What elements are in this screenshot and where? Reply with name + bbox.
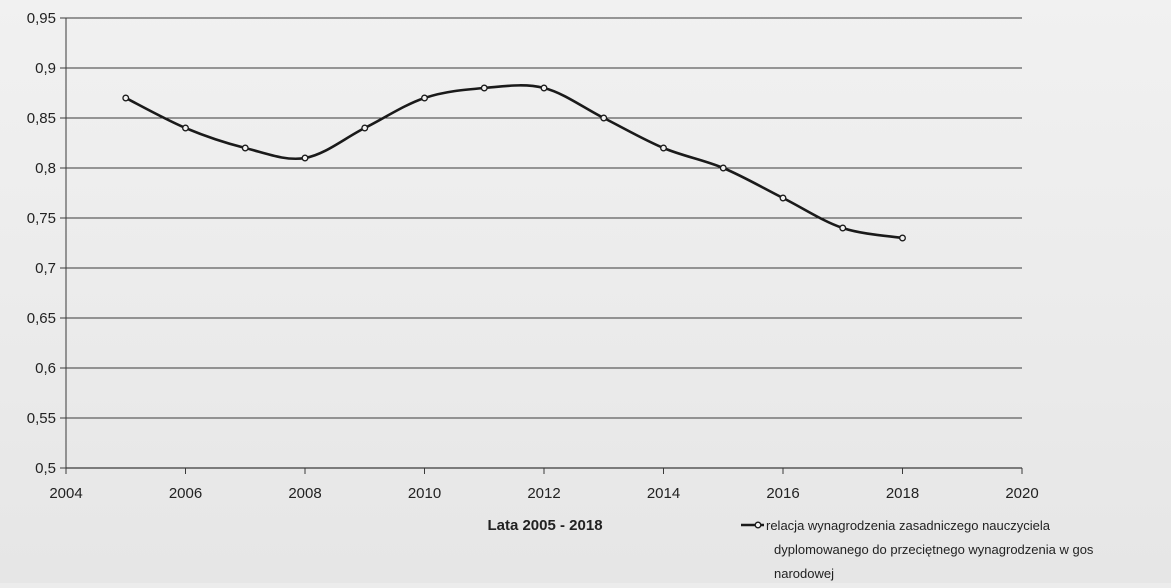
data-point — [719, 164, 727, 172]
series-layer — [122, 84, 906, 242]
data-point — [421, 94, 428, 102]
x-tick-labels: 2004 2006 2008 2010 2012 2014 2016 2018 2020 — [49, 485, 1038, 502]
x-tick-label: 2018 — [886, 485, 919, 502]
data-point — [899, 234, 906, 242]
legend-label-line-1: relacja wynagrodzenia zasadniczego naucz… — [766, 518, 1051, 533]
data-point — [361, 124, 369, 132]
x-tick-label: 2010 — [408, 485, 441, 502]
y-tick-label: 0,85 — [27, 110, 56, 127]
data-point — [660, 144, 667, 152]
legend-marker-swatch — [754, 521, 762, 529]
y-tick-label: 0,8 — [35, 160, 56, 177]
x-tick-label: 2012 — [527, 485, 560, 502]
y-tick-label: 0,75 — [27, 210, 56, 227]
y-tick-label: 0,9 — [35, 60, 56, 77]
legend-label-line-3: narodowej — [774, 566, 834, 581]
y-tick-label: 0,7 — [35, 260, 56, 277]
data-point — [600, 114, 608, 122]
data-point — [241, 144, 249, 152]
x-tick-label: 2006 — [169, 485, 202, 502]
legend: relacja wynagrodzenia zasadniczego naucz… — [741, 518, 1094, 581]
y-tick-labels: 0,5 0,55 0,6 0,65 0,7 0,75 0,8 0,85 0,9 0,95 — [27, 10, 56, 477]
x-axis-label: Lata 2005 - 2018 — [487, 517, 602, 534]
data-point — [779, 194, 787, 202]
x-tick-label: 2008 — [288, 485, 321, 502]
x-tick-label: 2016 — [766, 485, 799, 502]
series-line — [124, 84, 904, 240]
data-point — [480, 84, 488, 92]
legend-label-line-2: dyplomowanego do przeciętnego wynagrodze… — [774, 542, 1094, 557]
data-point — [122, 94, 130, 102]
data-point — [182, 124, 189, 132]
y-tick-label: 0,65 — [27, 310, 56, 327]
gridlines — [66, 17, 1022, 419]
y-tick-label: 0,6 — [35, 360, 56, 377]
axes — [60, 17, 1023, 474]
data-point — [301, 154, 309, 162]
data-point — [839, 224, 847, 232]
x-tick-label: 2020 — [1005, 485, 1038, 502]
y-tick-label: 0,55 — [27, 410, 56, 427]
data-point — [540, 84, 548, 92]
x-tick-label: 2014 — [647, 485, 680, 502]
y-tick-label: 0,5 — [35, 460, 56, 477]
y-tick-label: 0,95 — [27, 10, 56, 27]
x-tick-label: 2004 — [49, 485, 82, 502]
